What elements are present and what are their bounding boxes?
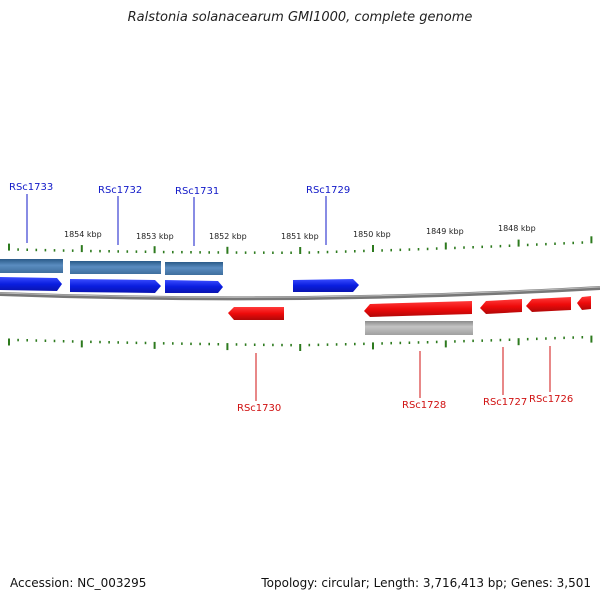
genome-backbone-highlight	[0, 286, 600, 298]
gene-label-rsc1726[interactable]: RSc1726	[529, 394, 573, 405]
gene-arrow-rsc1733[interactable]	[0, 277, 62, 291]
gene-label-rsc1727[interactable]: RSc1727	[483, 397, 527, 408]
gene-label-rsc1729[interactable]: RSc1729	[306, 185, 350, 196]
scale-labels: 1854 kbp 1853 kbp 1852 kbp 1851 kbp 1850…	[64, 224, 536, 241]
cds-feature[interactable]	[165, 262, 223, 275]
cds-feature[interactable]	[70, 261, 161, 274]
scale-label: 1854 kbp	[64, 230, 102, 239]
gene-label-rsc1730[interactable]: RSc1730	[237, 403, 281, 414]
genome-backbone	[0, 286, 600, 301]
scale-ticks-bottom	[8, 335, 593, 351]
gene-arrow-rsc1729[interactable]	[293, 279, 359, 292]
scale-label: 1850 kbp	[353, 230, 391, 239]
gene-arrow-rsc1727[interactable]	[480, 299, 522, 314]
genome-summary-text: Topology: circular; Length: 3,716,413 bp…	[261, 576, 591, 590]
reverse-label-lines	[255, 346, 551, 401]
scale-label: 1851 kbp	[281, 232, 319, 241]
gene-arrow-rsc1728[interactable]	[364, 301, 472, 317]
scale-ticks-top	[8, 236, 593, 254]
forward-cds-track	[0, 259, 223, 275]
scale-label: 1853 kbp	[136, 232, 174, 241]
cds-feature[interactable]	[0, 259, 63, 273]
gene-label-rsc1728[interactable]: RSc1728	[402, 400, 446, 411]
gene-arrow-rsc1732[interactable]	[70, 279, 161, 293]
scale-label: 1848 kbp	[498, 224, 536, 233]
gene-arrow-partial[interactable]	[577, 296, 591, 310]
forward-gene-track	[0, 277, 359, 293]
genome-title: Ralstonia solanacearum GMI1000, complete…	[127, 10, 473, 25]
scale-label: 1849 kbp	[426, 227, 464, 236]
gene-arrow-rsc1730[interactable]	[228, 307, 284, 320]
gene-arrow-rsc1726[interactable]	[526, 297, 571, 312]
cds-feature-reverse[interactable]	[365, 321, 473, 335]
gene-label-rsc1733[interactable]: RSc1733	[9, 182, 53, 193]
gene-label-rsc1732[interactable]: RSc1732	[98, 185, 142, 196]
gene-arrow-rsc1731[interactable]	[165, 280, 223, 293]
scale-label: 1852 kbp	[209, 232, 247, 241]
forward-label-lines	[26, 194, 327, 246]
reverse-gene-track	[228, 296, 591, 320]
accession-text: Accession: NC_003295	[10, 576, 147, 590]
gene-label-rsc1731[interactable]: RSc1731	[175, 186, 219, 197]
